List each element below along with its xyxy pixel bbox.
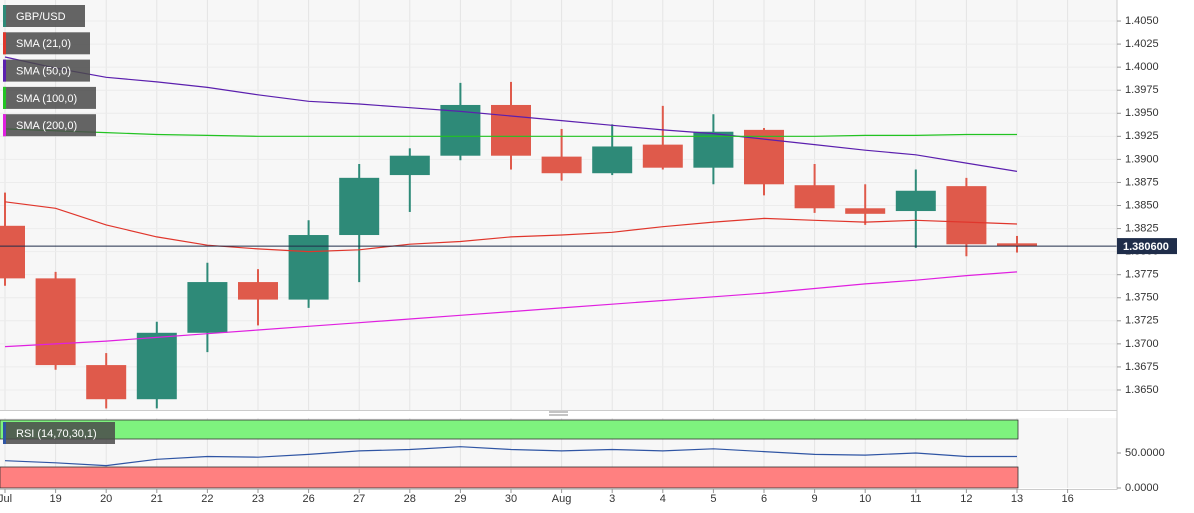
sma-line: [4, 56, 1018, 172]
candle-body: [642, 144, 683, 168]
y-tick-label: 1.3875: [1125, 176, 1159, 188]
legend-label: SMA (100,0): [16, 93, 77, 105]
legend-label: GBP/USD: [16, 11, 66, 23]
candle-body: [389, 155, 430, 176]
y-tick-label: 1.3900: [1125, 153, 1159, 165]
candle-body: [693, 131, 734, 168]
y-tick-label: 1.3750: [1125, 292, 1159, 304]
legend-item[interactable]: SMA (50,0): [3, 59, 90, 82]
last-price-label: 1.380600: [1123, 241, 1169, 253]
overbought-band: [0, 419, 1019, 440]
x-tick-label: Aug: [552, 493, 572, 505]
y-tick-label: 1.3825: [1125, 222, 1159, 234]
x-tick-label: 12: [960, 493, 972, 505]
x-tick-label: 28: [404, 493, 416, 505]
legend-box: [3, 86, 96, 109]
x-tick-label: 21: [151, 493, 163, 505]
legend-item[interactable]: RSI (14,70,30,1): [3, 422, 115, 444]
y-tick-label: 1.3650: [1125, 384, 1159, 396]
candle-body: [238, 282, 278, 300]
sma-line: [4, 201, 1018, 253]
x-tick-label: 6: [761, 493, 767, 505]
x-tick-label: 22: [201, 493, 213, 505]
candle-body: [86, 365, 127, 400]
y-tick-label: 0.0000: [1125, 482, 1159, 494]
candle-body: [491, 104, 531, 156]
legend-item[interactable]: GBP/USD: [3, 5, 85, 27]
candle-body: [845, 208, 886, 214]
y-tick-label: 1.3975: [1125, 84, 1159, 96]
legend-item[interactable]: SMA (200,0): [3, 114, 96, 137]
rsi-line: [4, 446, 1017, 467]
drag-handle[interactable]: [549, 411, 568, 416]
x-tick-label: 10: [859, 493, 871, 505]
x-tick-label: 13: [1011, 493, 1023, 505]
sma-line: [4, 128, 1017, 137]
x-tick-label: 20: [100, 493, 112, 505]
y-tick-label: 1.3725: [1125, 315, 1159, 327]
legend-box: [3, 5, 85, 27]
legend-box: [3, 114, 96, 137]
y-tick-label: 1.3675: [1125, 361, 1159, 373]
y-tick-label: 1.3775: [1125, 269, 1159, 281]
candle-body: [592, 146, 633, 174]
candle-body: [288, 235, 329, 300]
candle-body: [997, 243, 1037, 247]
y-tick-label: 1.4000: [1125, 61, 1159, 73]
y-tick-label: 1.4025: [1125, 38, 1159, 50]
y-tick-label: 1.3850: [1125, 199, 1159, 211]
x-tick-label: 5: [710, 493, 716, 505]
candle-body: [0, 225, 25, 279]
legend-box: [3, 32, 90, 55]
x-tick-label: 11: [910, 493, 921, 505]
candle-body: [440, 104, 481, 156]
y-tick-label: 50.0000: [1125, 447, 1165, 459]
x-tick-label: 29: [454, 493, 466, 505]
x-tick-label: 16: [1061, 493, 1073, 505]
last-price-tag: [1117, 238, 1177, 255]
x-tick-label: 3: [609, 493, 615, 505]
legend-label: SMA (50,0): [16, 66, 71, 78]
oversold-band: [0, 466, 1019, 489]
candle-body: [541, 156, 582, 174]
x-tick-label: 27: [353, 493, 365, 505]
x-tick-label: 9: [812, 493, 818, 505]
legend-item[interactable]: SMA (100,0): [3, 86, 96, 109]
y-tick-label: 1.3925: [1125, 130, 1159, 142]
y-tick-label: 1.4050: [1125, 15, 1159, 27]
legend-label: SMA (21,0): [16, 38, 71, 50]
candle-body: [187, 282, 228, 333]
legend-box: [3, 59, 90, 82]
legend-label: RSI (14,70,30,1): [16, 428, 97, 440]
y-tick-label: 1.3950: [1125, 107, 1159, 119]
legend-item[interactable]: SMA (21,0): [3, 32, 90, 55]
x-tick-label: 26: [302, 493, 314, 505]
sma-line: [4, 271, 1018, 348]
legend-swatch: [3, 32, 6, 55]
y-tick-label: 1.3700: [1125, 338, 1159, 350]
x-tick-label: Jul: [0, 493, 12, 505]
legend-swatch: [3, 114, 6, 137]
legend-label: SMA (200,0): [16, 120, 77, 132]
candle-body: [946, 186, 987, 245]
x-tick-label: 23: [252, 493, 264, 505]
legend-swatch: [3, 86, 6, 109]
x-tick-label: 19: [49, 493, 61, 505]
candle-body: [136, 332, 177, 400]
candle-body: [339, 177, 380, 236]
x-tick-label: 30: [505, 493, 517, 505]
legend-swatch: [3, 5, 6, 27]
candle-body: [35, 278, 76, 366]
x-tick-label: 4: [660, 493, 666, 505]
legend-swatch: [3, 422, 6, 444]
candle-body: [794, 185, 835, 209]
legend-swatch: [3, 59, 6, 82]
candle-body: [895, 190, 936, 212]
legend-box: [3, 422, 115, 444]
